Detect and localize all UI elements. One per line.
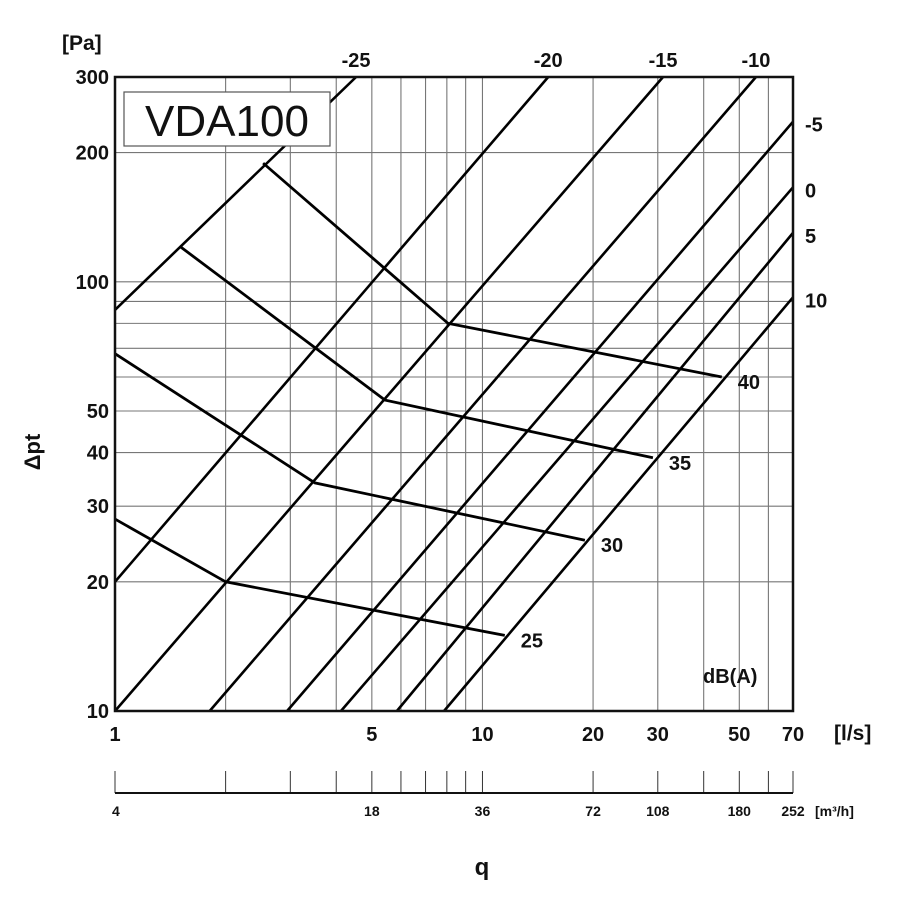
x-tick-label: 30: [647, 724, 669, 746]
x-unit: [l/s]: [834, 722, 871, 745]
chart-title: VDA100: [145, 97, 309, 146]
x-tick-label: 1: [109, 724, 120, 746]
damper-line-label: -10: [742, 50, 771, 72]
damper-line--10: [208, 76, 757, 712]
damper-line-label: -25: [342, 50, 371, 72]
noise-curve-label: 25: [521, 630, 543, 652]
x-tick-label: 20: [582, 724, 604, 746]
plot-frame: [113, 75, 795, 713]
damper-line-label: -5: [805, 115, 823, 137]
x-tick-label: 5: [366, 724, 377, 746]
noise-curve-30: [114, 352, 586, 542]
y-tick-label: 40: [87, 443, 109, 465]
y-tick-label: 100: [76, 272, 109, 294]
damper-line-5: [395, 232, 795, 712]
x2-tick-label: 180: [728, 803, 752, 819]
y-tick-label: 300: [76, 67, 109, 89]
x2-tick-label: 36: [475, 803, 491, 819]
x2-unit: [m³/h]: [815, 803, 854, 819]
y-tick-label: 200: [76, 143, 109, 165]
y-axis-title: Δpt: [20, 433, 45, 470]
x2-tick-label: 4: [112, 803, 120, 819]
noise-curve-40: [262, 162, 723, 379]
x2-tick-label: 18: [364, 803, 380, 819]
damper-line--5: [286, 120, 794, 712]
y-tick-label: 20: [87, 572, 109, 594]
damper-line-10: [443, 296, 794, 712]
x-axis-title: q: [475, 854, 490, 881]
noise-curve-35: [178, 245, 654, 460]
y-tick-label: 30: [87, 496, 109, 518]
damper-line-label: -20: [534, 50, 563, 72]
y-unit: [Pa]: [62, 32, 102, 55]
x-tick-label: 70: [782, 724, 804, 746]
y-tick-label: 10: [87, 701, 109, 723]
damper-line-0: [339, 186, 794, 712]
title-box: VDA100: [123, 91, 331, 147]
x-tick-label: 50: [728, 724, 750, 746]
noise-curve-label: 40: [738, 372, 760, 394]
damper-line--15: [114, 76, 664, 712]
noise-curve-label: 30: [601, 535, 623, 557]
grid: [115, 77, 793, 711]
damper-line-label: 10: [805, 290, 827, 312]
noise-curve-label: 35: [669, 453, 691, 475]
damper-line-label: -15: [649, 50, 678, 72]
x2-tick-label: 252: [781, 803, 805, 819]
y-tick-label: 50: [87, 401, 109, 423]
x2-tick-label: 72: [585, 803, 601, 819]
noise-unit-label: dB(A): [703, 666, 757, 688]
damper-line-label: 0: [805, 180, 816, 202]
x-tick-label: 10: [471, 724, 493, 746]
plot-lines: [114, 76, 795, 712]
damper-line--20: [114, 76, 550, 583]
damper-line-label: 5: [805, 226, 816, 248]
noise-curve-25: [114, 517, 506, 637]
x2-tick-label: 108: [646, 803, 670, 819]
